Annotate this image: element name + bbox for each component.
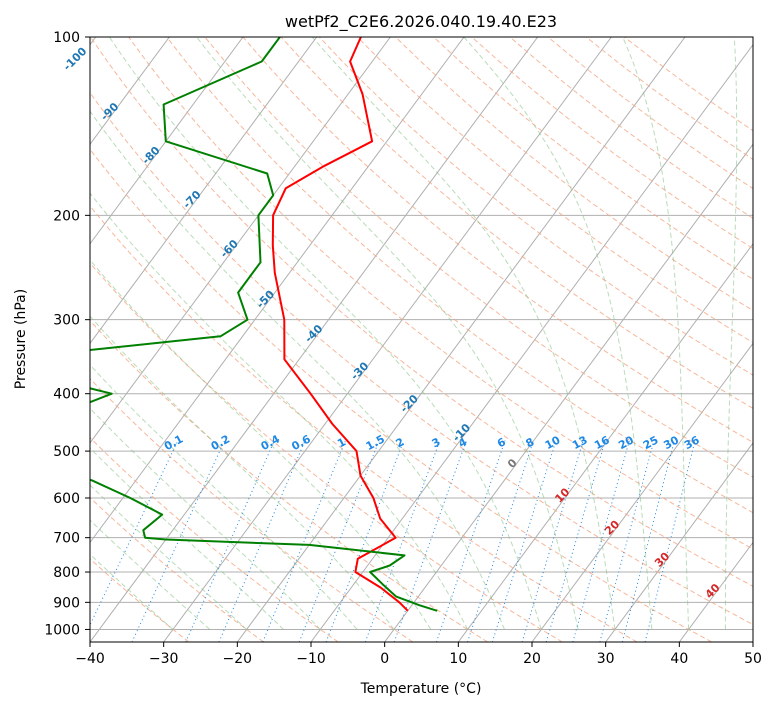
mixing-ratio-label: 30 bbox=[661, 433, 681, 452]
isotherm-line bbox=[384, 143, 753, 642]
y-tick-label: 600 bbox=[53, 491, 80, 507]
mixing-ratio-line bbox=[572, 440, 630, 642]
mixing-ratio-line bbox=[262, 440, 346, 642]
dry-adiabat-line bbox=[90, 558, 190, 642]
moist-adiabat-line bbox=[311, 37, 616, 630]
x-tick-label: −10 bbox=[296, 651, 326, 667]
mixing-ratio-line bbox=[218, 440, 306, 642]
isotherm-line bbox=[310, 43, 753, 642]
x-tick-label: −30 bbox=[149, 651, 179, 667]
mixing-ratio-line bbox=[599, 440, 655, 642]
isotherm-line bbox=[457, 242, 753, 642]
x-axis: −40 −30 −20 −10 0 10 20 30 40 50 bbox=[75, 642, 762, 667]
isotherm-line bbox=[605, 442, 753, 642]
moist-adiabat-line bbox=[90, 259, 432, 630]
x-tick-label: −40 bbox=[75, 651, 105, 667]
dry-adiabat-line bbox=[280, 37, 753, 409]
x-tick-label: 50 bbox=[744, 651, 762, 667]
mixing-ratio-line bbox=[621, 440, 675, 642]
dry-adiabat-line bbox=[166, 37, 753, 514]
mixing-ratio-line bbox=[298, 440, 380, 642]
isotherm-line bbox=[236, 37, 686, 642]
y-tick-label: 200 bbox=[53, 208, 80, 224]
x-axis-title: Temperature (°C) bbox=[360, 681, 482, 697]
isotherm-line bbox=[90, 37, 391, 444]
y-tick-label: 300 bbox=[53, 313, 80, 329]
isotherm-line bbox=[163, 37, 612, 642]
background-lines bbox=[90, 37, 753, 642]
isotherm-line bbox=[90, 37, 170, 146]
mixing-ratio-line bbox=[467, 440, 534, 642]
mixing-ratio-label: 16 bbox=[592, 433, 612, 452]
y-tick-label: 700 bbox=[53, 531, 80, 547]
mixing-ratio-line bbox=[131, 440, 226, 642]
mixing-ratio-line bbox=[644, 440, 696, 642]
x-tick-label: −20 bbox=[223, 651, 253, 667]
isotherm-line bbox=[90, 37, 318, 345]
mixing-ratio-label: 13 bbox=[570, 433, 590, 452]
y-tick-label: 400 bbox=[53, 387, 80, 403]
moist-adiabat-line bbox=[622, 37, 690, 630]
isotherm-line bbox=[90, 37, 244, 245]
y-tick-label: 500 bbox=[53, 444, 80, 460]
mixing-ratio-label: 20 bbox=[616, 433, 636, 452]
moist-adiabat-line bbox=[90, 315, 395, 630]
x-tick-label: 30 bbox=[597, 651, 615, 667]
isotherm-line bbox=[531, 342, 753, 642]
mixing-ratio-label: 25 bbox=[641, 433, 661, 452]
y-axis-title: Pressure (hPa) bbox=[13, 289, 29, 389]
isotherm-line bbox=[90, 37, 465, 544]
dry-adiabat-line bbox=[242, 37, 753, 443]
moist-adiabat-line bbox=[90, 110, 505, 630]
dry-adiabat-line bbox=[395, 37, 753, 312]
moist-adiabat-line bbox=[90, 407, 321, 630]
moist-adiabat-line bbox=[90, 364, 358, 630]
y-tick-label: 100 bbox=[53, 30, 80, 46]
dry-adiabat-line bbox=[90, 262, 563, 642]
profile-line bbox=[90, 37, 438, 612]
dry-adiabat-line bbox=[90, 37, 753, 587]
moist-adiabat-line bbox=[463, 37, 653, 630]
y-tick-label: 800 bbox=[53, 565, 80, 581]
mixing-ratio-label: 10 bbox=[543, 433, 563, 452]
dry-adiabat-line bbox=[90, 148, 712, 642]
mixing-ratio-line bbox=[491, 440, 557, 642]
dry-adiabat-line bbox=[318, 37, 753, 376]
dry-adiabat-line bbox=[90, 205, 638, 642]
dry-adiabat-line bbox=[90, 436, 339, 642]
x-tick-label: 40 bbox=[670, 651, 688, 667]
mixing-ratio-line bbox=[185, 440, 275, 642]
x-tick-label: 0 bbox=[380, 651, 389, 667]
x-tick-label: 10 bbox=[449, 651, 467, 667]
mixing-ratio-line bbox=[545, 440, 606, 642]
chart-title: wetPf2_C2E6.2026.040.19.40.E23 bbox=[285, 12, 557, 32]
moist-adiabat-line bbox=[90, 447, 284, 630]
series-layer bbox=[90, 37, 438, 612]
y-axis: 100 200 300 400 500 600 700 800 900 1000 bbox=[44, 30, 90, 638]
y-tick-label: 1000 bbox=[44, 622, 80, 638]
plot-frame bbox=[89, 36, 754, 643]
isotherm-line bbox=[90, 37, 539, 642]
moist-adiabat-line bbox=[108, 37, 542, 630]
dry-adiabat-line bbox=[128, 37, 753, 550]
y-tick-label: 900 bbox=[53, 595, 80, 611]
dry-adiabat-line bbox=[90, 377, 414, 642]
dry-adiabat-line bbox=[90, 91, 753, 626]
mixing-ratio-label: 36 bbox=[682, 433, 702, 452]
profile-line bbox=[271, 37, 409, 612]
moist-adiabat-line bbox=[196, 37, 579, 630]
x-tick-label: 20 bbox=[523, 651, 541, 667]
moist-adiabat-line bbox=[724, 37, 738, 630]
